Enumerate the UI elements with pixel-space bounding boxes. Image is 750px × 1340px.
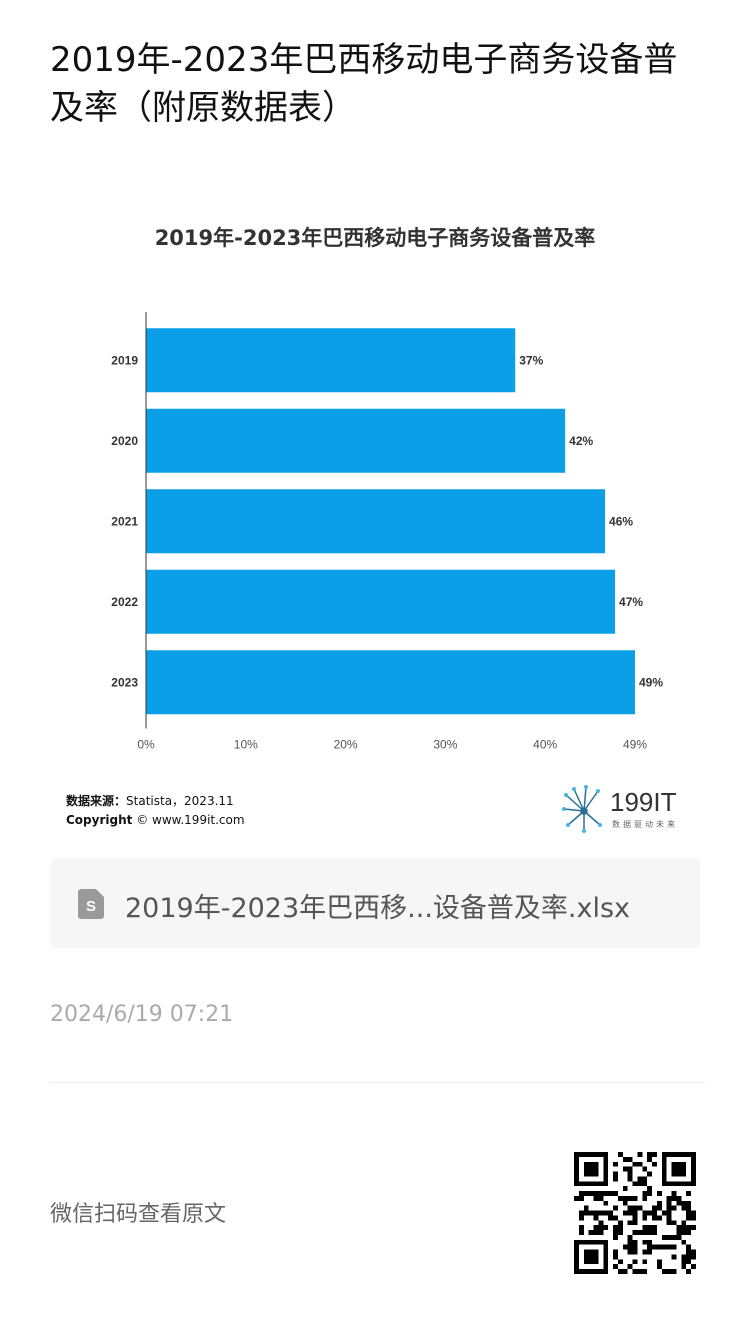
bar-2020 xyxy=(146,408,566,473)
copyright-label: Copyright xyxy=(66,813,133,827)
divider xyxy=(50,1082,705,1083)
x-tick-label: 49% xyxy=(623,738,647,752)
x-tick-label: 10% xyxy=(234,738,258,752)
bar-2022 xyxy=(146,569,616,634)
category-label-2019: 2019 xyxy=(111,353,138,367)
bar-2021 xyxy=(146,489,606,554)
category-label-2022: 2022 xyxy=(111,595,138,609)
x-tick-label: 40% xyxy=(533,738,557,752)
x-tick-label: 20% xyxy=(334,738,358,752)
logo-tagline: 数据驱动未来 xyxy=(612,820,678,829)
brand-logo: 199IT 数据驱动未来 xyxy=(560,785,690,835)
value-label-2020: 42% xyxy=(569,434,593,448)
x-tick-label: 30% xyxy=(433,738,457,752)
source-label: 数据来源： xyxy=(66,794,127,808)
category-label-2021: 2021 xyxy=(111,514,138,528)
bar-2023 xyxy=(146,650,635,715)
svg-text:S: S xyxy=(86,898,96,915)
x-tick-label: 0% xyxy=(137,738,155,752)
chart-image: 2019年-2023年巴西移动电子商务设备普及率 2019 37% 2020 42% 2… xyxy=(50,190,700,850)
dandelion-logo-icon xyxy=(562,785,602,833)
bar-chart: 2019 37% 2020 42% 2021 46% 2022 47% 2023 49% 0% 10%… xyxy=(111,312,663,752)
page-title: 2019年-2023年巴西移动电子商务设备普及率（附原数据表） xyxy=(50,40,678,128)
file-name: 2019年-2023年巴西移...设备普及率.xlsx xyxy=(125,893,631,924)
value-label-2019: 37% xyxy=(519,353,543,367)
value-label-2023: 49% xyxy=(639,675,663,689)
chart-title: 2019年-2023年巴西移动电子商务设备普及率 xyxy=(154,226,596,250)
copyright-line: Copyright © www.199it.com xyxy=(66,813,245,827)
qr-code-icon[interactable] xyxy=(574,1152,696,1274)
value-label-2021: 46% xyxy=(609,514,633,528)
spreadsheet-file-icon: S xyxy=(78,889,104,919)
category-label-2023: 2023 xyxy=(111,675,138,689)
value-label-2022: 47% xyxy=(619,595,643,609)
publish-date: 2024/6/19 07:21 xyxy=(50,1002,234,1027)
category-label-2020: 2020 xyxy=(111,434,138,448)
source-line: 数据来源：Statista，2023.11 xyxy=(66,792,234,809)
wechat-scan-text: 微信扫码查看原文 xyxy=(50,1202,227,1227)
source-text: Statista，2023.11 xyxy=(126,794,234,808)
bar-2019 xyxy=(146,328,516,393)
logo-name: 199IT xyxy=(610,787,677,817)
copyright-text: © www.199it.com xyxy=(136,813,245,827)
attachment-file-card[interactable]: S 2019年-2023年巴西移...设备普及率.xlsx xyxy=(50,858,700,948)
